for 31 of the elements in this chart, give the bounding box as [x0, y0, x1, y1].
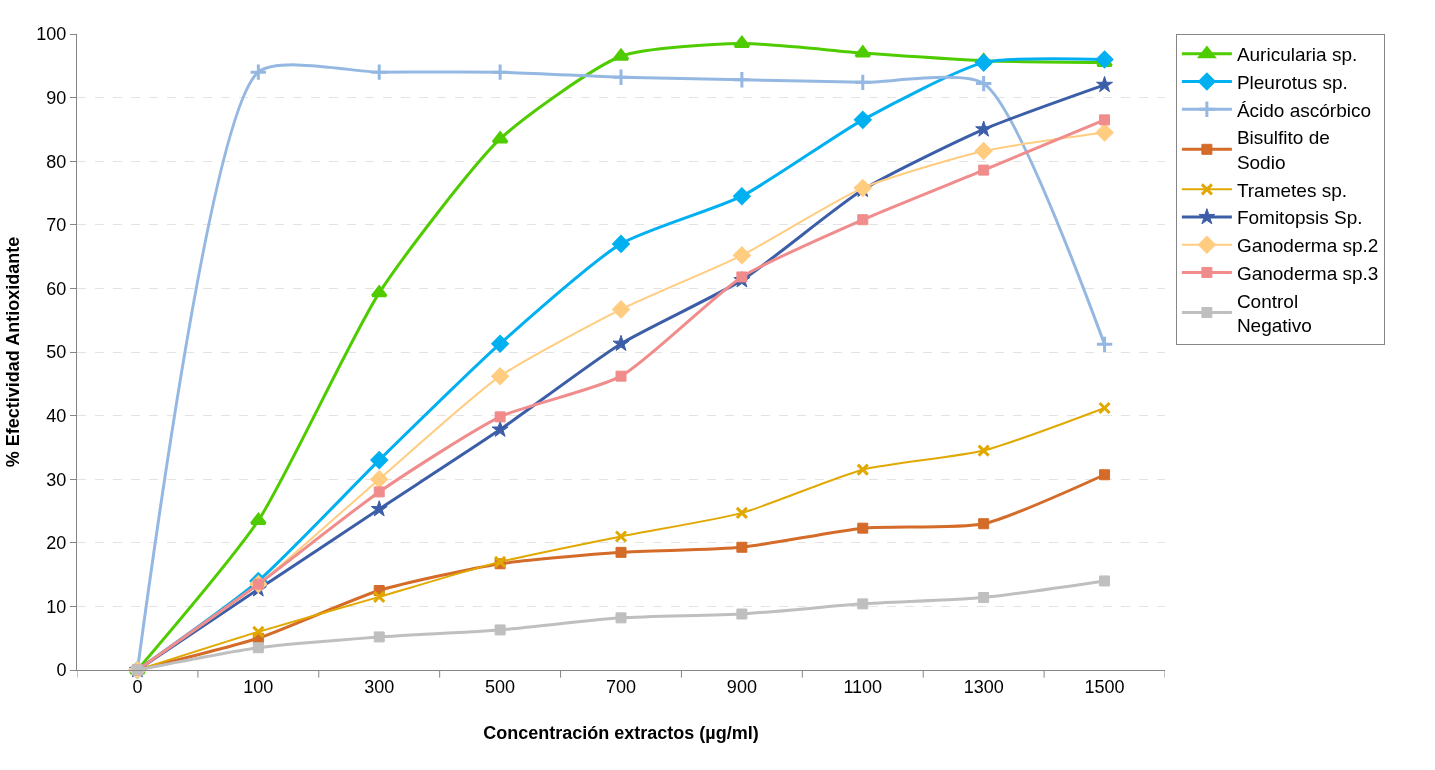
y-tick-label: 40	[46, 405, 67, 426]
y-tick-label: 50	[46, 342, 67, 363]
y-tick-label: 0	[56, 660, 67, 681]
legend-label: Ácido ascórbico	[1236, 99, 1372, 121]
x-tick-label: 900	[726, 676, 757, 697]
y-tick-label: 70	[46, 215, 67, 236]
legend-label: Trametes sp.	[1236, 179, 1348, 201]
x-tick-label: 100	[243, 676, 274, 697]
x-tick-label: 1500	[1084, 676, 1125, 697]
legend-label: Auricularia sp.	[1236, 44, 1358, 66]
x-tick-label: 700	[605, 676, 637, 697]
y-tick-label: 30	[46, 469, 67, 490]
y-tick-label: 10	[46, 596, 67, 617]
y-axis-title: % Efectividad Antioxidante	[2, 236, 23, 468]
y-tick-label: 80	[46, 151, 67, 172]
legend-label: Ganoderma sp.3	[1236, 262, 1379, 284]
legend-label: Pleurotus sp.	[1236, 71, 1348, 93]
y-tick-label: 90	[46, 87, 67, 108]
x-axis-title: Concentración extractos (µg/ml)	[483, 722, 759, 743]
x-tick-label: 500	[485, 676, 516, 697]
legend-label: Bisulfito de Sodio	[1236, 127, 1330, 174]
legend-label: Fomitopsis Sp.	[1236, 207, 1363, 229]
x-tick-label: 300	[364, 676, 395, 697]
legend-label: Control Negativo	[1236, 290, 1312, 337]
y-tick-label: 60	[46, 278, 67, 299]
x-tick-label: 0	[132, 676, 143, 697]
x-tick-label: 1300	[963, 676, 1004, 697]
y-tick-label: 100	[36, 24, 67, 45]
legend-label: Ganoderma sp.2	[1236, 235, 1379, 257]
y-tick-label: 20	[46, 533, 67, 554]
x-tick-label: 1100	[843, 676, 883, 697]
